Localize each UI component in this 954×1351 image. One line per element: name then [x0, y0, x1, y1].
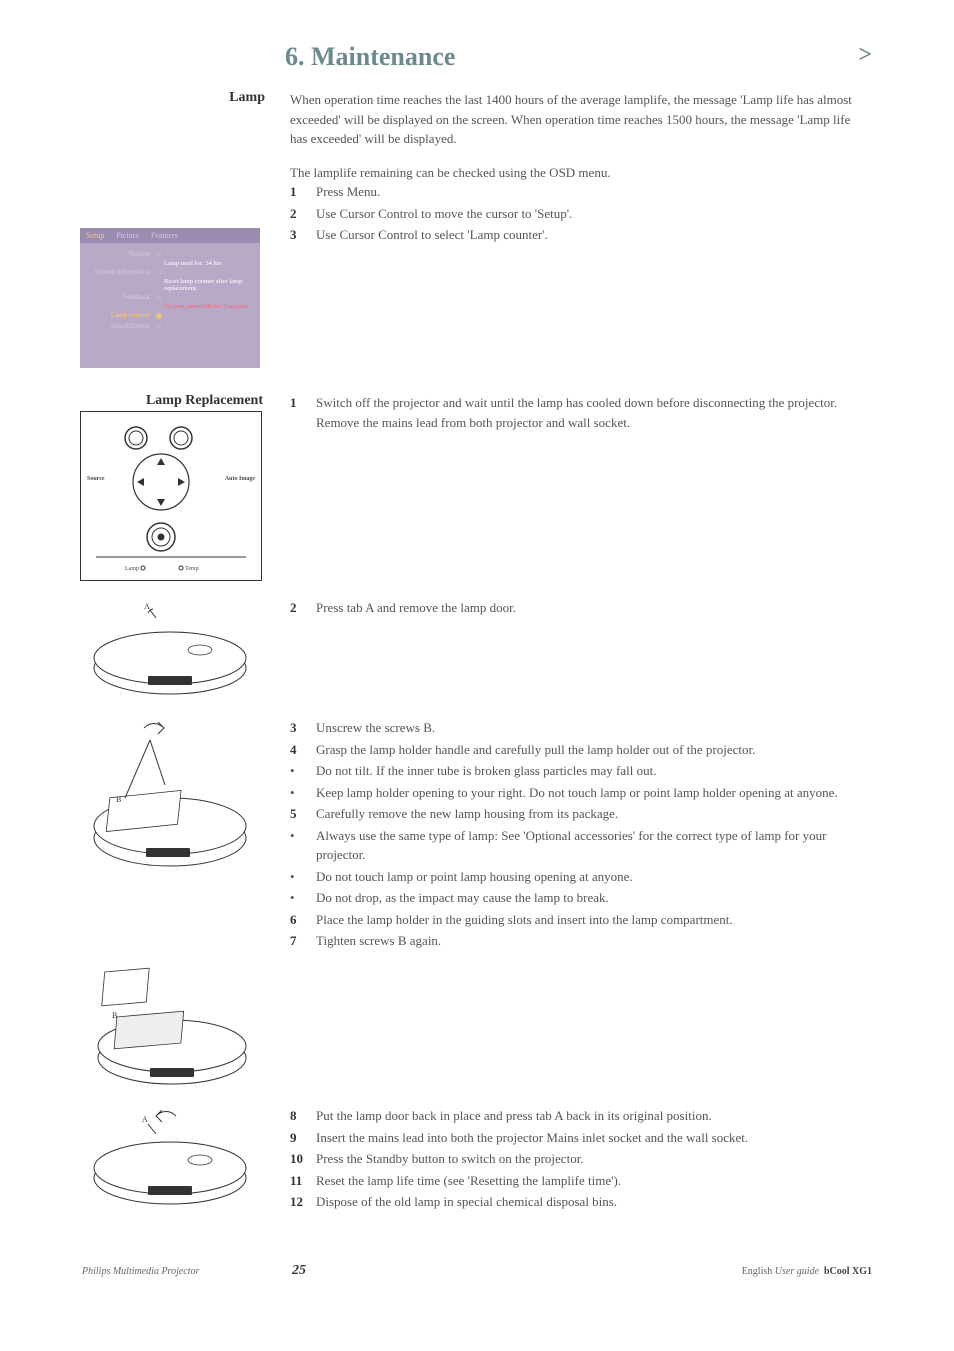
step-text: Tighten screws B again.: [316, 931, 870, 951]
step-text: Place the lamp holder in the guiding slo…: [316, 910, 870, 930]
step-number: 3: [290, 225, 316, 245]
lamp-check-text: The lamplife remaining can be checked us…: [290, 163, 870, 183]
step-text: Press the Standby button to switch on th…: [316, 1149, 870, 1169]
osd-item: Volume: [84, 250, 154, 259]
replacement-steps-8-12: 8Put the lamp door back in place and pre…: [290, 1106, 870, 1214]
step-number: 12: [290, 1192, 316, 1212]
footer-userguide: User guide: [775, 1266, 819, 1277]
step-text: Switch off the projector and wait until …: [316, 393, 870, 432]
lamp-check-steps: 1Press Menu. 2Use Cursor Control to move…: [290, 182, 870, 245]
section-label-replacement: Lamp Replacement: [78, 393, 263, 409]
bullet-icon: •: [290, 783, 316, 803]
osd-info-line1: Lamp used for: 34 hrs: [80, 260, 260, 267]
panel-temp-led: Temp: [185, 566, 199, 572]
step-number: 8: [290, 1106, 316, 1126]
page-number: 25: [292, 1263, 306, 1279]
panel-source-label: Source: [87, 476, 105, 482]
step-text: Keep lamp holder opening to your right. …: [316, 783, 870, 803]
replacement-step1-block: 1Switch off the projector and wait until…: [290, 393, 870, 434]
step-number: 1: [290, 182, 316, 202]
step-text: Insert the mains lead into both the proj…: [316, 1128, 870, 1148]
osd-menu-figure: Setup Picture Features Volume○ Lamp used…: [80, 228, 260, 368]
page-footer: Philips Multimedia Projector 25 English …: [82, 1266, 872, 1277]
osd-item: System information: [84, 268, 154, 277]
osd-info-line2: Reset lamp counter after lamp replacemen…: [80, 278, 260, 292]
step-text: Carefully remove the new lamp housing fr…: [316, 804, 870, 824]
osd-reset-text: To reset, press OK for 3 seconds.: [164, 303, 250, 310]
step-number: 2: [290, 598, 316, 618]
svg-text:B: B: [112, 1011, 117, 1020]
footer-model: bCool XG1: [824, 1266, 872, 1277]
step-text: Do not tilt. If the inner tube is broken…: [316, 761, 870, 781]
footer-product: Philips Multimedia Projector: [82, 1266, 199, 1277]
step-number: 3: [290, 718, 316, 738]
svg-text:B: B: [116, 795, 121, 804]
bullet-icon: •: [290, 867, 316, 887]
step-number: 4: [290, 740, 316, 760]
step-number: 1: [290, 393, 316, 432]
panel-autoimage-label: Auto Image: [225, 476, 255, 482]
osd-item-active: Lamp counter: [84, 311, 154, 320]
projector-figure-close-door: A: [80, 1110, 260, 1210]
replacement-steps-3-7: 3Unscrew the screws B. 4Grasp the lamp h…: [290, 718, 870, 953]
bullet-icon: •: [290, 761, 316, 781]
step-number: 5: [290, 804, 316, 824]
bullet-icon: •: [290, 826, 316, 865]
step-text: Always use the same type of lamp: See 'O…: [316, 826, 870, 865]
step-number: 6: [290, 910, 316, 930]
footer-language: English: [742, 1266, 773, 1277]
step-number: 11: [290, 1171, 316, 1191]
osd-tab-setup: Setup: [80, 228, 110, 243]
osd-tabs: Setup Picture Features: [80, 228, 260, 243]
projector-figure-lamp-holder: B: [80, 950, 260, 1090]
lamp-intro-text: When operation time reaches the last 140…: [290, 90, 870, 149]
section-label-lamp: Lamp: [80, 90, 265, 106]
panel-lamp-led: Lamp: [125, 566, 139, 572]
step-number: 10: [290, 1149, 316, 1169]
continue-arrow-icon: >: [858, 42, 872, 69]
footer-right: English User guide bCool XG1: [742, 1266, 872, 1277]
projector-figure-screws-b: B: [80, 720, 260, 880]
step-number: 7: [290, 931, 316, 951]
step-text: Use Cursor Control to select 'Lamp count…: [316, 225, 870, 245]
step-text: Do not drop, as the impact may cause the…: [316, 888, 870, 908]
step-text: Dispose of the old lamp in special chemi…: [316, 1192, 870, 1212]
step-text: Grasp the lamp holder handle and careful…: [316, 740, 870, 760]
bullet-icon: •: [290, 888, 316, 908]
control-panel-figure: Source Auto Image Lamp Temp: [80, 411, 262, 581]
osd-item: SmartDimmer: [84, 322, 154, 331]
svg-text:A: A: [144, 602, 150, 611]
svg-text:A: A: [142, 1115, 148, 1124]
step-text: Do not touch lamp or point lamp housing …: [316, 867, 870, 887]
step-text: Use Cursor Control to move the cursor to…: [316, 204, 870, 224]
osd-item: Feedback: [84, 293, 154, 302]
step-number: 2: [290, 204, 316, 224]
step-text: Press Menu.: [316, 182, 870, 202]
step-text: Unscrew the screws B.: [316, 718, 870, 738]
lamp-intro-block: When operation time reaches the last 140…: [290, 90, 870, 247]
osd-tab-picture: Picture: [110, 228, 145, 243]
step-text: Reset the lamp life time (see 'Resetting…: [316, 1171, 870, 1191]
chapter-title: 6. Maintenance: [285, 42, 455, 72]
replacement-step2-block: 2Press tab A and remove the lamp door.: [290, 598, 870, 620]
step-number: 9: [290, 1128, 316, 1148]
step-text: Press tab A and remove the lamp door.: [316, 598, 870, 618]
step-text: Put the lamp door back in place and pres…: [316, 1106, 870, 1126]
osd-tab-features: Features: [145, 228, 184, 243]
projector-figure-tab-a: A: [80, 600, 260, 700]
